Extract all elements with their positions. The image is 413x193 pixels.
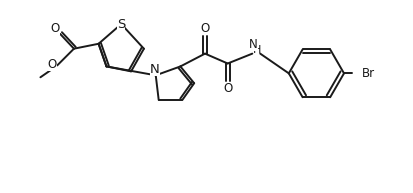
Text: S: S — [117, 18, 126, 30]
Text: H: H — [253, 45, 261, 55]
Text: O: O — [223, 82, 233, 95]
Text: O: O — [47, 58, 57, 71]
Text: Br: Br — [362, 67, 375, 80]
Text: N: N — [249, 38, 258, 51]
Text: N: N — [150, 63, 160, 76]
Text: O: O — [200, 23, 210, 36]
Text: O: O — [50, 23, 60, 36]
